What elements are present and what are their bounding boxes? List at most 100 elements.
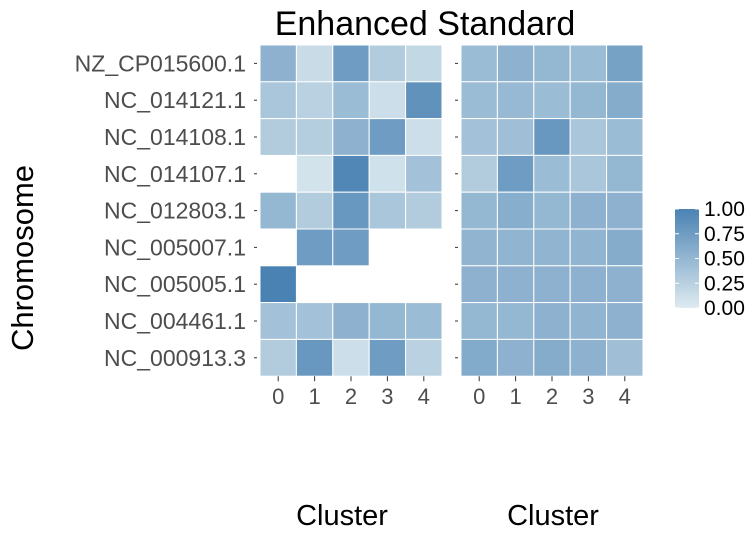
x-tick-label: 2 xyxy=(546,384,558,409)
heatmap-cell xyxy=(606,265,644,304)
heatmap-cell xyxy=(259,81,297,120)
heatmap-cell xyxy=(460,228,498,267)
heatmap-cell xyxy=(533,338,571,377)
heatmap-cell xyxy=(496,228,535,267)
x-tick-label: 1 xyxy=(308,384,320,409)
heatmap-cell xyxy=(496,338,535,377)
heatmap-cell xyxy=(606,154,644,193)
y-tick-label: NC_000913.3 xyxy=(104,345,246,371)
heatmap-cell xyxy=(405,44,443,83)
heatmap-cell xyxy=(259,338,297,377)
x-tick-label: 4 xyxy=(619,384,631,409)
heatmap-cell xyxy=(533,81,571,120)
heatmap-cell xyxy=(259,302,297,340)
heatmap-cell xyxy=(569,302,608,340)
y-tick-label: NC_004461.1 xyxy=(104,308,246,334)
x-tick-label: 0 xyxy=(473,384,485,409)
heatmap-cell xyxy=(405,154,443,193)
heatmap-cell xyxy=(259,191,297,230)
color-legend: 1.000.750.500.250.00 xyxy=(675,198,745,320)
heatmap-cell xyxy=(533,118,571,156)
heatmap-cell xyxy=(259,118,297,156)
y-tick-label: NC_014107.1 xyxy=(104,161,246,187)
heatmap-cell xyxy=(606,118,644,156)
heatmap-cell xyxy=(606,338,644,377)
heatmap-cell xyxy=(368,302,407,340)
heatmap-cell xyxy=(569,191,608,230)
heatmap-cell xyxy=(606,302,644,340)
heatmap-cell xyxy=(569,44,608,83)
heatmap-cell xyxy=(259,44,297,83)
heatmap-cell xyxy=(332,338,370,377)
heatmap-cell xyxy=(259,265,297,304)
chart-title: Enhanced Standard xyxy=(275,5,576,43)
heatmap-cell xyxy=(496,44,535,83)
x-tick-label: 2 xyxy=(345,384,357,409)
y-tick-label: NC_014121.1 xyxy=(104,87,246,113)
legend-tick-label: 0.25 xyxy=(704,272,745,295)
x-tick-label: 0 xyxy=(272,384,284,409)
heatmap-cell xyxy=(496,154,535,193)
heatmap-cell xyxy=(460,302,498,340)
heatmap-cells xyxy=(259,44,644,377)
x-tick-label: 3 xyxy=(381,384,393,409)
heatmap-cell xyxy=(569,265,608,304)
y-axis-label: Chromosome xyxy=(5,165,40,351)
heatmap-cell xyxy=(295,302,334,340)
heatmap-cell xyxy=(606,44,644,83)
x-axis-label-left: Cluster xyxy=(296,500,388,532)
row-labels: NZ_CP015600.1 NC_014121.1 NC_014108.1 NC_01… xyxy=(75,50,246,370)
legend-tick-label: 0.00 xyxy=(704,297,745,320)
x-tick-label: 3 xyxy=(582,384,594,409)
heatmap-cell xyxy=(405,118,443,156)
heatmap-cell xyxy=(295,228,334,267)
heatmap-cell xyxy=(295,44,334,83)
heatmap-cell xyxy=(368,338,407,377)
heatmap-cell xyxy=(405,81,443,120)
heatmap-cell xyxy=(460,81,498,120)
heatmap-cell xyxy=(295,338,334,377)
x-tick-label: 4 xyxy=(418,384,430,409)
heatmap-cell xyxy=(533,228,571,267)
heatmap-cell xyxy=(569,118,608,156)
heatmap-cell xyxy=(460,44,498,83)
heatmap-cell xyxy=(332,81,370,120)
x-tick-label: 1 xyxy=(509,384,521,409)
heatmap-cell xyxy=(533,44,571,83)
heatmap-cell xyxy=(405,191,443,230)
heatmap-cell xyxy=(332,228,370,267)
heatmap-cell xyxy=(533,302,571,340)
heatmap-cell xyxy=(533,265,571,304)
heatmap-cell xyxy=(405,302,443,340)
heatmap-cell xyxy=(295,118,334,156)
heatmap-cell xyxy=(606,228,644,267)
heatmap-cell xyxy=(606,81,644,120)
heatmap-cell xyxy=(496,118,535,156)
heatmap-cell xyxy=(569,228,608,267)
heatmap-cell xyxy=(496,265,535,304)
heatmap-cell xyxy=(368,118,407,156)
legend-tick-label: 0.75 xyxy=(704,223,745,246)
x-axis-label-right: Cluster xyxy=(507,500,599,532)
heatmap-cell xyxy=(460,338,498,377)
y-tick-label: NC_012803.1 xyxy=(104,198,246,224)
heatmap-cell xyxy=(332,302,370,340)
heatmap-cell xyxy=(405,338,443,377)
heatmap-cell xyxy=(368,154,407,193)
heatmap-cell xyxy=(295,191,334,230)
heatmap-cell xyxy=(332,191,370,230)
heatmap-cell xyxy=(606,191,644,230)
heatmap-cell xyxy=(368,81,407,120)
heatmap-cell xyxy=(496,191,535,230)
heatmap-cell xyxy=(368,191,407,230)
heatmap-cell xyxy=(569,154,608,193)
heatmap-cell xyxy=(460,265,498,304)
heatmap-cell xyxy=(332,154,370,193)
heatmap-cell xyxy=(496,302,535,340)
y-tick-label: NC_005005.1 xyxy=(104,271,246,297)
y-tick-label: NC_005007.1 xyxy=(104,234,246,260)
heatmap-cell xyxy=(460,118,498,156)
heatmap-cell xyxy=(332,118,370,156)
